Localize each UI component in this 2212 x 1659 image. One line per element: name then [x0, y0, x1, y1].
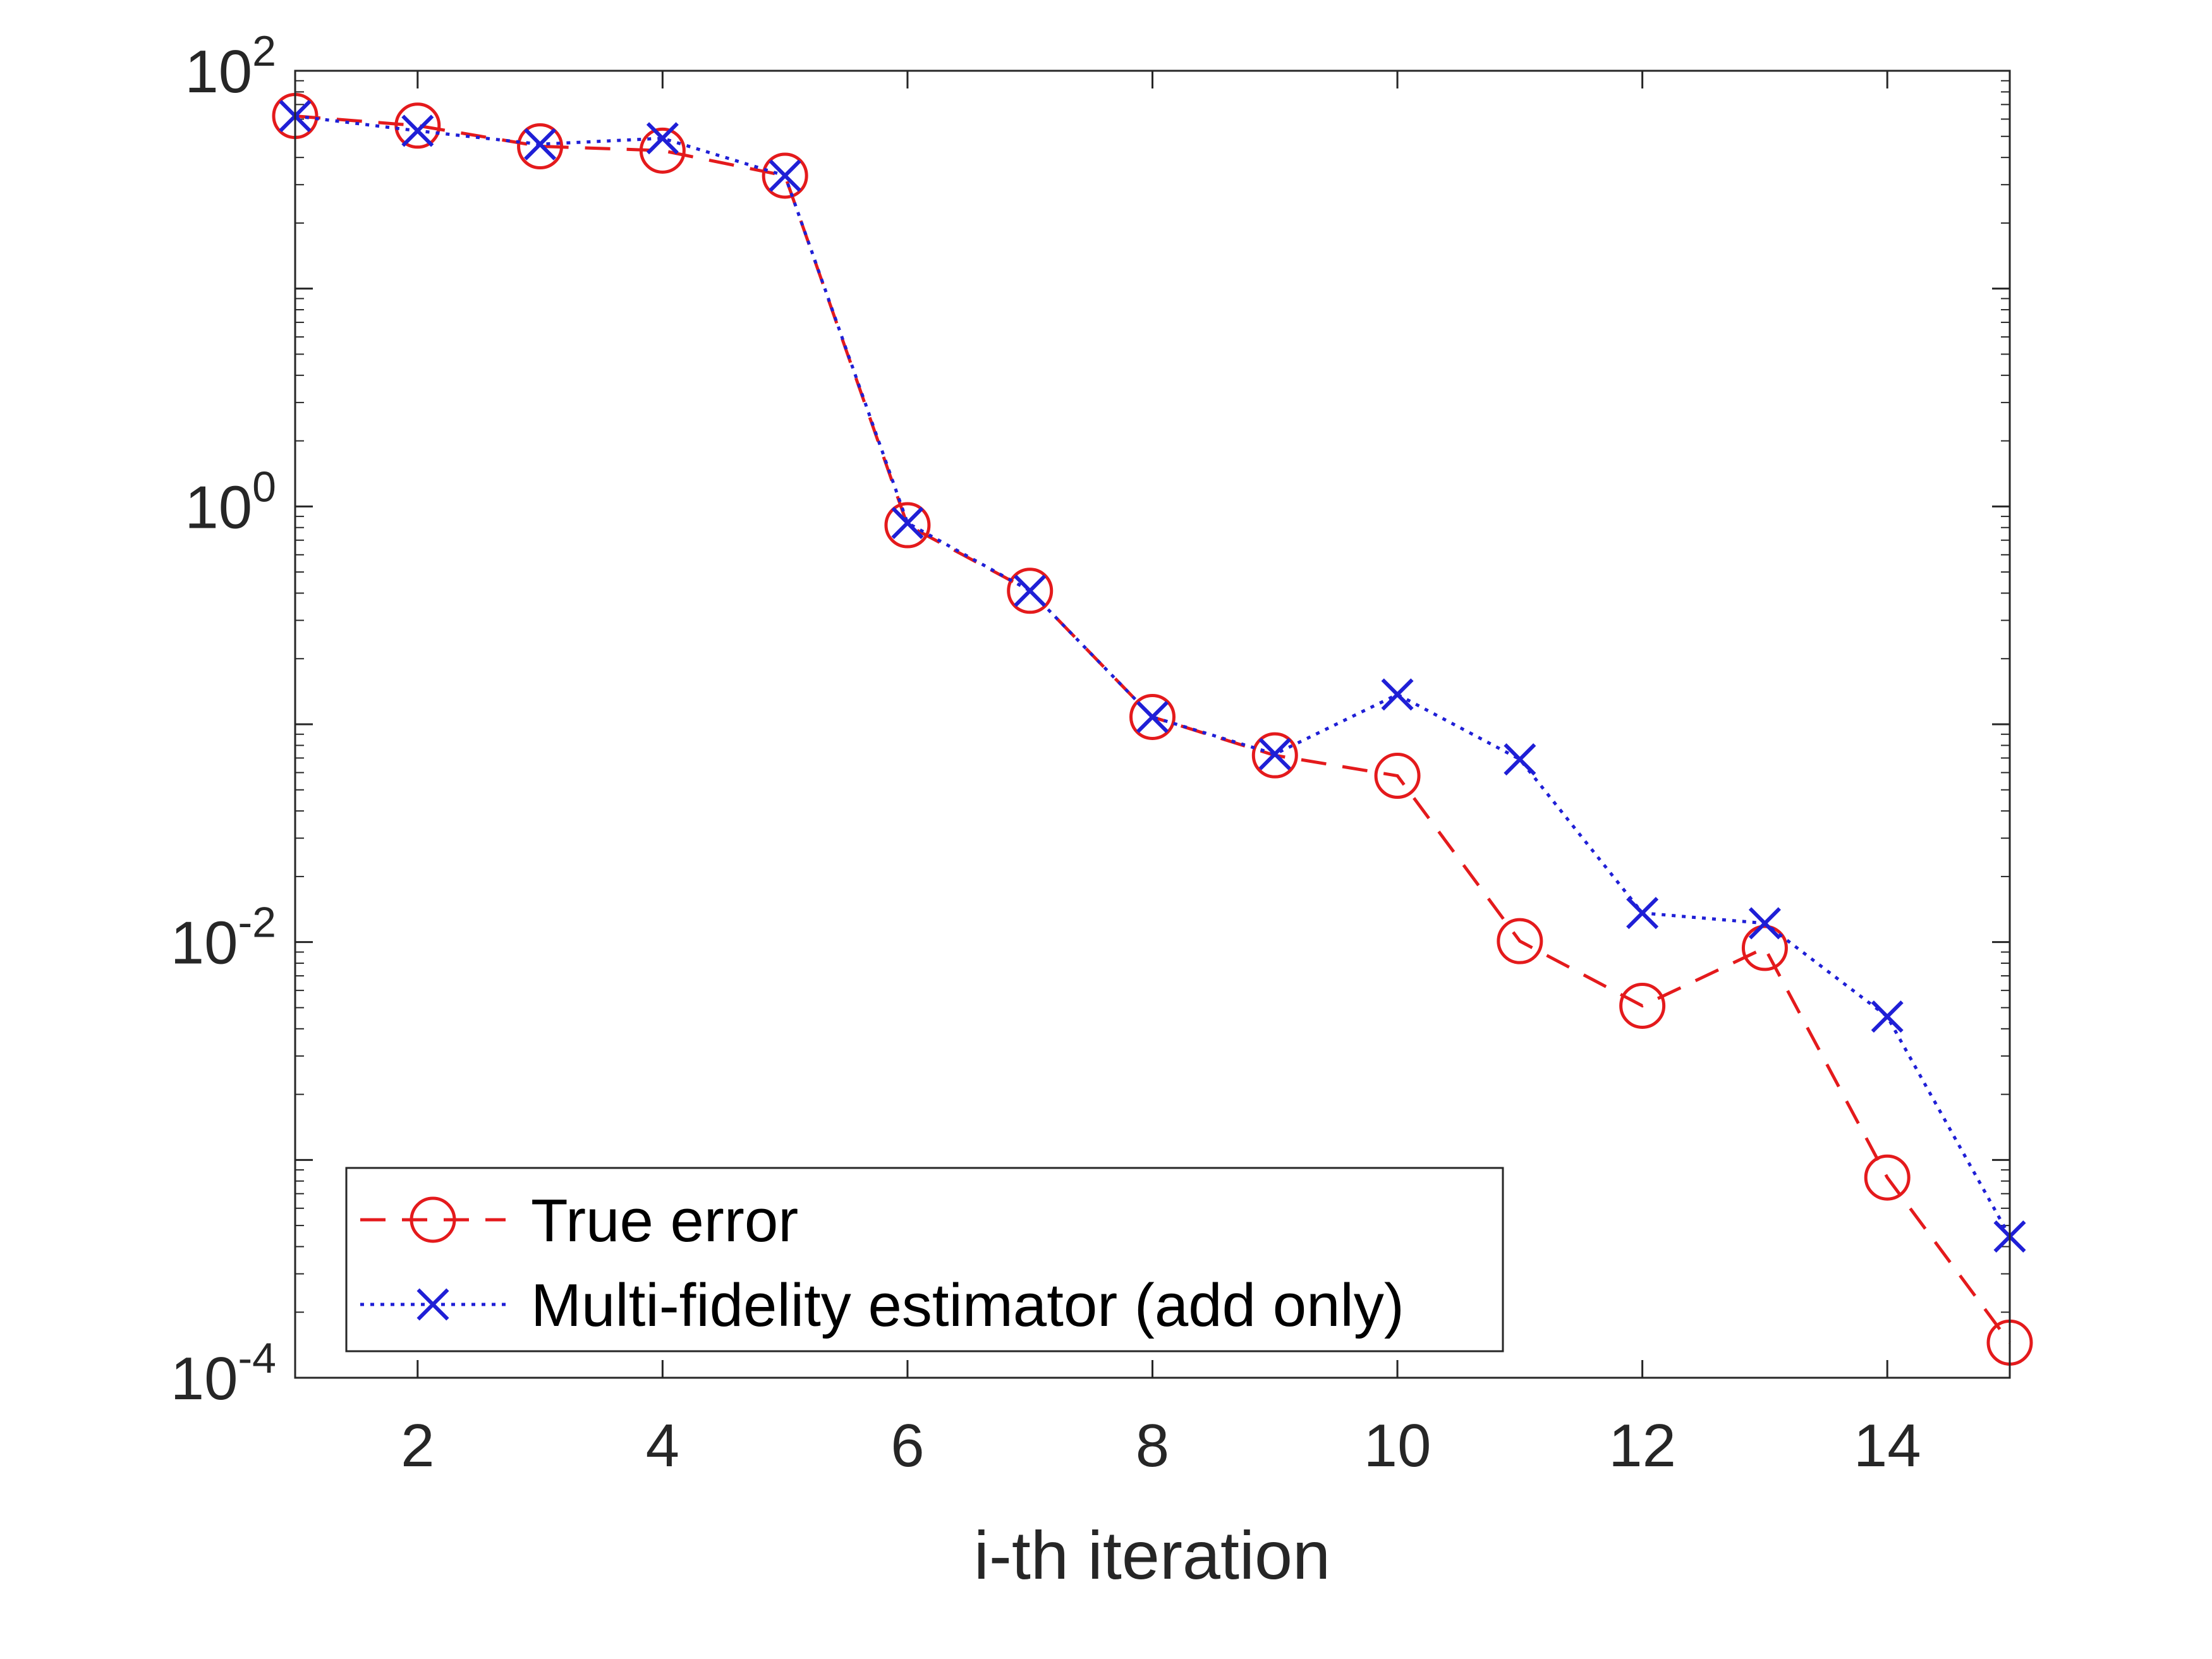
x-marker-stroke: [1626, 897, 1659, 930]
circle-marker: [1251, 732, 1298, 779]
legend-marker-true-error: [410, 1196, 456, 1243]
y-tick-label: 10-4: [171, 1334, 276, 1413]
x-marker-stroke: [1748, 907, 1781, 940]
circle-marker: [394, 102, 441, 149]
circle-marker: [1497, 918, 1543, 964]
x-marker: [1626, 897, 1659, 930]
legend-x-marker: [416, 1288, 449, 1321]
legend-label-true-error: True error: [531, 1187, 798, 1255]
legend-marker-multi-fidelity: [416, 1288, 449, 1321]
x-marker: [524, 128, 557, 161]
x-marker-stroke: [524, 128, 557, 161]
x-marker-stroke: [1258, 738, 1291, 770]
circle-marker: [1741, 925, 1788, 971]
x-tick-labels: 2 4 6 8 10 12 14: [401, 1412, 1921, 1480]
major-ticks: [295, 70, 2010, 1379]
x-marker: [1871, 1000, 1904, 1033]
x-tick-label: 14: [1854, 1412, 1921, 1480]
x-marker: [1258, 738, 1291, 770]
x-marker: [1381, 678, 1414, 711]
circle-marker: [762, 152, 808, 199]
legend-entry-multi-fidelity: Multi-fidelity estimator (add only): [360, 1272, 1404, 1339]
x-tick-label: 10: [1364, 1412, 1431, 1480]
x-marker-stroke: [1381, 678, 1414, 711]
y-tick-label: 10-2: [171, 899, 276, 977]
x-marker: [891, 506, 924, 539]
legend-label-multi-fidelity: Multi-fidelity estimator (add only): [531, 1272, 1404, 1339]
x-tick-label: 12: [1608, 1412, 1676, 1480]
x-tick-label: 8: [1136, 1412, 1169, 1480]
circle-marker: [1374, 753, 1421, 799]
x-marker-stroke: [891, 506, 924, 539]
circle-marker: [1007, 568, 1054, 614]
legend-box: [345, 1167, 1504, 1352]
circle-marker: [1619, 982, 1666, 1029]
plot-frame: [294, 70, 2011, 1379]
x-marker-stroke: [1871, 1000, 1904, 1033]
x-tick-label: 4: [646, 1412, 679, 1480]
y-tick-labels: 102 100 10-2 10-4: [171, 27, 276, 1413]
legend: True error Multi-fidelity estimator (add…: [345, 1167, 1504, 1352]
x-marker: [1504, 743, 1536, 776]
x-tick-label: 2: [401, 1412, 434, 1480]
x-tick-label: 6: [890, 1412, 924, 1480]
x-marker: [1136, 700, 1169, 734]
x-marker-stroke: [1136, 700, 1169, 734]
x-marker: [1014, 574, 1047, 607]
circle-marker: [1864, 1154, 1911, 1201]
plot-area: [295, 71, 2010, 1378]
y-tick-label: 102: [185, 27, 276, 106]
legend-entry-true-error: True error: [360, 1187, 798, 1255]
circle-marker: [639, 127, 686, 174]
x-marker: [769, 159, 801, 192]
y-tick-label: 100: [185, 463, 276, 541]
legend-circle-marker: [410, 1196, 456, 1243]
x-marker-stroke: [769, 159, 801, 192]
x-marker: [1748, 907, 1781, 940]
circle-marker: [884, 502, 931, 549]
series-line-1: [295, 114, 2012, 1237]
minor-ticks: [295, 80, 2010, 1313]
circle-marker: [1129, 693, 1176, 740]
x-marker-stroke: [1504, 743, 1536, 776]
x-marker-stroke: [1014, 574, 1047, 607]
x-marker: [401, 114, 434, 147]
x-marker-stroke: [401, 114, 434, 147]
circle-marker: [517, 123, 564, 170]
x-axis-label: i-th iteration: [974, 1517, 1330, 1593]
x-marker: [646, 122, 679, 155]
x-marker-stroke: [646, 122, 679, 155]
series-layer: [272, 93, 2033, 1366]
legend-x-marker-stroke: [416, 1288, 449, 1321]
series-markers-1: [279, 100, 2026, 1253]
